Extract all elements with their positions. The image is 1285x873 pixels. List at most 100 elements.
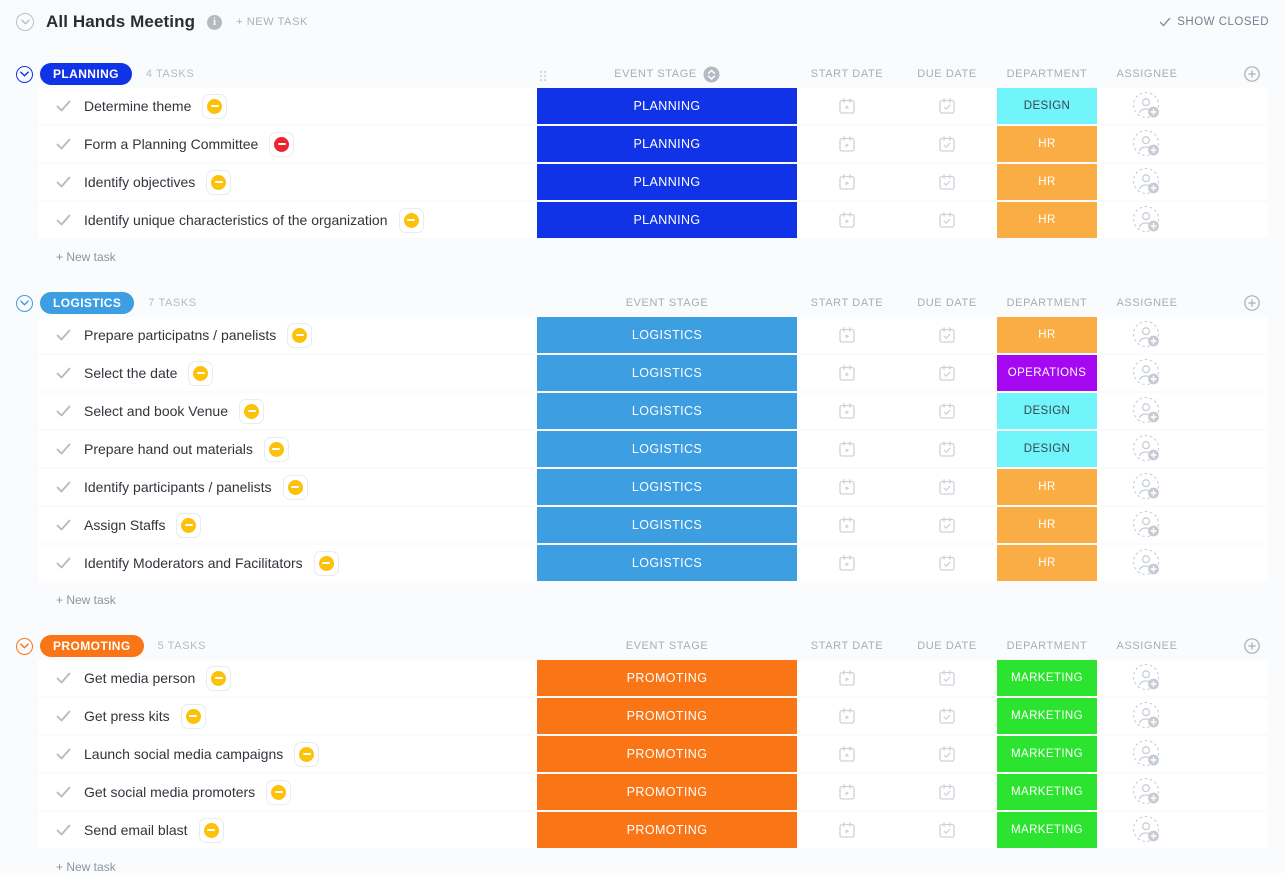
priority-flag-button[interactable] <box>176 512 202 538</box>
add-column-icon[interactable] <box>1244 66 1260 82</box>
start-date-cell[interactable] <box>797 164 897 200</box>
event-stage-cell[interactable]: LOGISTICS <box>537 507 797 543</box>
task-done-checkmark-icon[interactable] <box>56 557 71 569</box>
task-row[interactable]: Prepare hand out materials LOGISTICS DES… <box>38 431 1268 467</box>
task-done-checkmark-icon[interactable] <box>56 481 71 493</box>
task-row[interactable]: Get press kits PROMOTING MARKETING <box>38 698 1268 734</box>
event-stage-cell[interactable]: LOGISTICS <box>537 431 797 467</box>
department-cell[interactable]: HR <box>997 164 1097 200</box>
task-name[interactable]: Identify unique characteristics of the o… <box>84 212 388 228</box>
task-done-checkmark-icon[interactable] <box>56 748 71 760</box>
task-name[interactable]: Identify objectives <box>84 174 196 190</box>
start-date-cell[interactable] <box>797 355 897 391</box>
assignee-add-avatar-icon[interactable] <box>1132 510 1162 540</box>
assignee-cell[interactable] <box>1097 545 1197 581</box>
task-name[interactable]: Form a Planning Committee <box>84 136 259 152</box>
task-name[interactable]: Get press kits <box>84 708 170 724</box>
assignee-cell[interactable] <box>1097 355 1197 391</box>
assignee-add-avatar-icon[interactable] <box>1132 777 1162 807</box>
assignee-add-avatar-icon[interactable] <box>1132 701 1162 731</box>
task-name[interactable]: Prepare participatns / panelists <box>84 327 277 343</box>
sort-icon[interactable] <box>703 66 720 83</box>
task-row[interactable]: Identify objectives PLANNING HR <box>38 164 1268 200</box>
column-header-assignee[interactable]: ASSIGNEE <box>1116 68 1178 80</box>
department-cell[interactable]: HR <box>997 545 1097 581</box>
task-name[interactable]: Get social media promoters <box>84 784 256 800</box>
task-row[interactable]: Launch social media campaigns PROMOTING … <box>38 736 1268 772</box>
column-header-event-stage[interactable]: EVENT STAGE <box>537 640 797 652</box>
due-date-cell[interactable] <box>897 469 997 505</box>
new-task-button[interactable]: + NEW TASK <box>236 16 308 28</box>
add-column-icon[interactable] <box>1244 295 1260 311</box>
task-name[interactable]: Get media person <box>84 670 196 686</box>
task-done-checkmark-icon[interactable] <box>56 824 71 836</box>
department-cell[interactable]: MARKETING <box>997 660 1097 696</box>
assignee-cell[interactable] <box>1097 126 1197 162</box>
priority-flag-button[interactable] <box>269 131 295 157</box>
assignee-cell[interactable] <box>1097 660 1197 696</box>
assignee-cell[interactable] <box>1097 812 1197 848</box>
start-date-cell[interactable] <box>797 126 897 162</box>
info-icon[interactable]: i <box>207 14 223 30</box>
assignee-cell[interactable] <box>1097 164 1197 200</box>
add-column-icon[interactable] <box>1244 638 1260 654</box>
priority-flag-button[interactable] <box>180 703 206 729</box>
assignee-add-avatar-icon[interactable] <box>1132 91 1162 121</box>
task-done-checkmark-icon[interactable] <box>56 214 71 226</box>
assignee-cell[interactable] <box>1097 469 1197 505</box>
task-done-checkmark-icon[interactable] <box>56 176 71 188</box>
task-done-checkmark-icon[interactable] <box>56 519 71 531</box>
event-stage-cell[interactable]: LOGISTICS <box>537 469 797 505</box>
group-name-pill[interactable]: PROMOTING <box>40 635 144 657</box>
assignee-add-avatar-icon[interactable] <box>1132 320 1162 350</box>
department-cell[interactable]: HR <box>997 202 1097 238</box>
new-task-link[interactable]: + New task <box>56 593 116 607</box>
priority-flag-button[interactable] <box>239 398 265 424</box>
group-collapse-icon[interactable] <box>16 65 33 83</box>
assignee-cell[interactable] <box>1097 507 1197 543</box>
due-date-cell[interactable] <box>897 126 997 162</box>
task-name[interactable]: Select and book Venue <box>84 403 229 419</box>
event-stage-cell[interactable]: LOGISTICS <box>537 545 797 581</box>
start-date-cell[interactable] <box>797 431 897 467</box>
priority-flag-button[interactable] <box>202 93 228 119</box>
department-cell[interactable]: MARKETING <box>997 736 1097 772</box>
priority-flag-button[interactable] <box>287 322 313 348</box>
event-stage-cell[interactable]: PROMOTING <box>537 660 797 696</box>
department-cell[interactable]: MARKETING <box>997 774 1097 810</box>
event-stage-cell[interactable]: PLANNING <box>537 164 797 200</box>
task-row[interactable]: Identify participants / panelists LOGIST… <box>38 469 1268 505</box>
start-date-cell[interactable] <box>797 469 897 505</box>
department-cell[interactable]: MARKETING <box>997 812 1097 848</box>
assignee-cell[interactable] <box>1097 393 1197 429</box>
start-date-cell[interactable] <box>797 88 897 124</box>
start-date-cell[interactable] <box>797 317 897 353</box>
start-date-cell[interactable] <box>797 545 897 581</box>
event-stage-cell[interactable]: PLANNING <box>537 202 797 238</box>
priority-flag-button[interactable] <box>266 779 292 805</box>
start-date-cell[interactable] <box>797 812 897 848</box>
event-stage-cell[interactable]: PROMOTING <box>537 698 797 734</box>
column-header-department[interactable]: DEPARTMENT <box>1006 68 1088 80</box>
assignee-cell[interactable] <box>1097 736 1197 772</box>
column-header-start-date[interactable]: START DATE <box>810 68 884 80</box>
due-date-cell[interactable] <box>897 355 997 391</box>
task-name[interactable]: Prepare hand out materials <box>84 441 253 457</box>
assignee-add-avatar-icon[interactable] <box>1132 167 1162 197</box>
task-row[interactable]: Form a Planning Committee PLANNING HR <box>38 126 1268 162</box>
due-date-cell[interactable] <box>897 812 997 848</box>
task-done-checkmark-icon[interactable] <box>56 710 71 722</box>
priority-flag-button[interactable] <box>398 207 424 233</box>
assignee-cell[interactable] <box>1097 774 1197 810</box>
column-header-event-stage[interactable]: EVENT STAGE <box>537 66 797 83</box>
due-date-cell[interactable] <box>897 164 997 200</box>
assignee-add-avatar-icon[interactable] <box>1132 205 1162 235</box>
group-name-pill[interactable]: PLANNING <box>40 63 132 85</box>
event-stage-cell[interactable]: PLANNING <box>537 126 797 162</box>
task-name[interactable]: Launch social media campaigns <box>84 746 284 762</box>
new-task-link[interactable]: + New task <box>56 860 116 873</box>
department-cell[interactable]: HR <box>997 317 1097 353</box>
due-date-cell[interactable] <box>897 317 997 353</box>
column-header-assignee[interactable]: ASSIGNEE <box>1116 640 1178 652</box>
start-date-cell[interactable] <box>797 202 897 238</box>
